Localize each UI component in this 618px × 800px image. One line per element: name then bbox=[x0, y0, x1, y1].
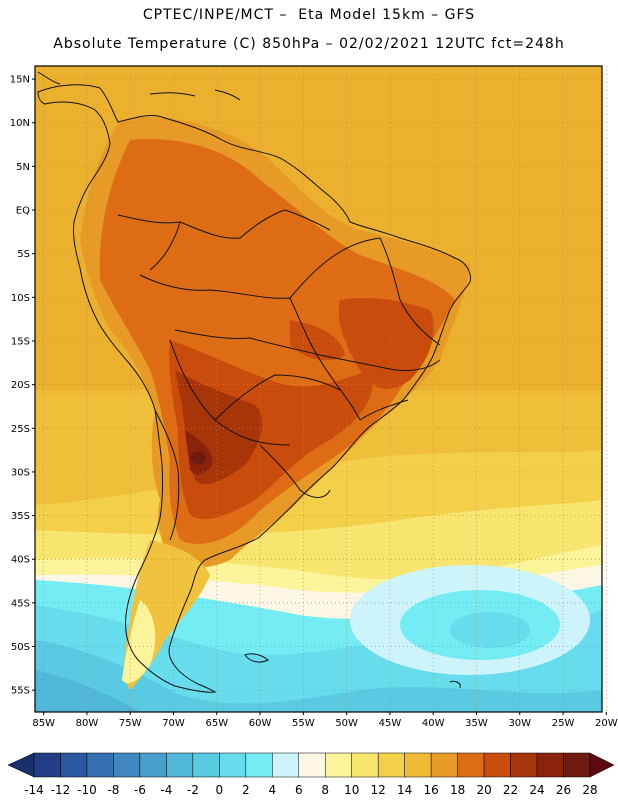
colorbar-swatch bbox=[510, 752, 538, 778]
latitude-labels: 15N 10N 5N EQ 5S 10S 15S 20S 25S 30S 35S 40S 45S 50S 5… bbox=[10, 75, 35, 697]
colorbar-swatch bbox=[192, 752, 220, 778]
lat-label: 10N bbox=[10, 118, 30, 129]
colorbar-swatch bbox=[324, 752, 352, 778]
band-neg4 bbox=[35, 670, 140, 712]
colorbar-swatch bbox=[351, 752, 379, 778]
colorbar-swatch bbox=[563, 752, 591, 778]
colorbar-swatch bbox=[33, 752, 61, 778]
colorbar-label: -10 bbox=[77, 783, 97, 797]
colorbar-label: 18 bbox=[450, 783, 465, 797]
colorbar-swatch bbox=[139, 752, 167, 778]
lat-label: 55S bbox=[11, 686, 30, 697]
colorbar-labels: -14 -12 -10 -8 -6 -4 -2 0 2 4 6 8 10 12 14 16 18 20 22 24 26… bbox=[24, 783, 597, 797]
colorbar-label: 22 bbox=[503, 783, 518, 797]
lat-label: 15S bbox=[11, 336, 30, 347]
lat-label: 5N bbox=[16, 162, 30, 173]
colorbar-label: 6 bbox=[295, 783, 303, 797]
lon-label: 75W bbox=[119, 718, 142, 729]
colorbar-left-arrow bbox=[7, 752, 35, 778]
colorbar-label: 4 bbox=[268, 783, 276, 797]
colorbar-swatch bbox=[166, 752, 194, 778]
lat-label: 10S bbox=[11, 293, 30, 304]
colorbar-swatch bbox=[86, 752, 114, 778]
lon-label: 60W bbox=[249, 718, 272, 729]
colorbar bbox=[7, 752, 615, 778]
colorbar-label: 16 bbox=[424, 783, 439, 797]
band-neg2-0 bbox=[35, 640, 602, 712]
colorbar-swatch bbox=[272, 752, 300, 778]
coastlines bbox=[37, 71, 471, 693]
lat-label: 30S bbox=[11, 467, 30, 478]
lat-label: 40S bbox=[11, 555, 30, 566]
grid-lines bbox=[35, 66, 607, 712]
colorbar-label: 2 bbox=[242, 783, 250, 797]
colorbar-label: -14 bbox=[24, 783, 44, 797]
lat-label: 50S bbox=[11, 642, 30, 653]
colorbar-right-arrow bbox=[589, 752, 615, 778]
lon-label: 30W bbox=[508, 718, 531, 729]
colorbar-label: 14 bbox=[397, 783, 412, 797]
colorbar-label: 28 bbox=[582, 783, 597, 797]
colorbar-label: 26 bbox=[556, 783, 571, 797]
chart-title-line1: CPTEC/INPE/MCT – Eta Model 15km – GFS bbox=[142, 7, 476, 23]
chart-title-line2: Absolute Temperature (C) 850hPa – 02/02/… bbox=[53, 36, 565, 52]
lat-label: 20S bbox=[11, 380, 30, 391]
colorbar-swatch bbox=[430, 752, 458, 778]
colorbar-swatch bbox=[377, 752, 405, 778]
colorbar-label: -8 bbox=[107, 783, 119, 797]
colorbar-swatch bbox=[245, 752, 273, 778]
colorbar-swatch bbox=[457, 752, 485, 778]
lat-label: 35S bbox=[11, 511, 30, 522]
colorbar-label: 20 bbox=[476, 783, 491, 797]
lat-label: 5S bbox=[17, 249, 30, 260]
lon-label: 70W bbox=[162, 718, 185, 729]
lon-label: 25W bbox=[552, 718, 575, 729]
central-heat bbox=[290, 320, 345, 361]
colorbar-label: 10 bbox=[344, 783, 359, 797]
colorbar-label: 8 bbox=[321, 783, 329, 797]
longitude-labels: 85W 80W 75W 70W 65W 60W 55W 50W 45W 40W 35W 30W 25W 2… bbox=[32, 712, 618, 729]
colorbar-label: -2 bbox=[187, 783, 199, 797]
colorbar-label: -12 bbox=[51, 783, 71, 797]
colorbar-label: 12 bbox=[371, 783, 386, 797]
lat-label: 15N bbox=[10, 75, 30, 86]
lon-label: 35W bbox=[465, 718, 488, 729]
lon-label: 55W bbox=[292, 718, 315, 729]
colorbar-swatch bbox=[219, 752, 247, 778]
lon-label: 40W bbox=[422, 718, 445, 729]
colorbar-label: -4 bbox=[160, 783, 172, 797]
lon-label: 85W bbox=[32, 718, 55, 729]
map-frame bbox=[34, 65, 603, 713]
colorbar-label: 24 bbox=[529, 783, 544, 797]
colorbar-label: -6 bbox=[134, 783, 146, 797]
colorbar-swatch bbox=[298, 752, 326, 778]
land-heat-peak bbox=[190, 452, 206, 464]
colorbar-swatch bbox=[60, 752, 88, 778]
lat-label: 25S bbox=[11, 424, 30, 435]
cold-swirl-inner bbox=[450, 612, 530, 648]
colorbar-label: 0 bbox=[216, 783, 224, 797]
colorbar-swatch bbox=[536, 752, 564, 778]
lon-label: 50W bbox=[335, 718, 358, 729]
colorbar-swatch bbox=[483, 752, 511, 778]
brazil-heat bbox=[338, 298, 434, 389]
lon-label: 45W bbox=[379, 718, 402, 729]
colorbar-swatch bbox=[113, 752, 141, 778]
colorbar-swatch bbox=[404, 752, 432, 778]
lon-label: 20W bbox=[595, 718, 618, 729]
lat-label: EQ bbox=[16, 206, 30, 217]
lat-label: 45S bbox=[11, 598, 30, 609]
lon-label: 80W bbox=[76, 718, 99, 729]
lon-label: 65W bbox=[205, 718, 228, 729]
